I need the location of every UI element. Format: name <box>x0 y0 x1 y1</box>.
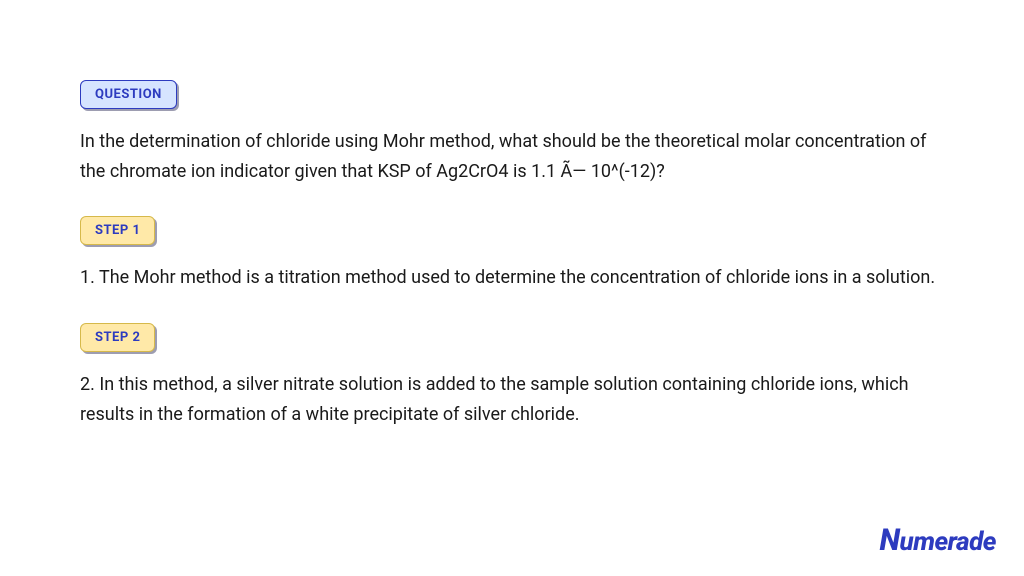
question-text: In the determination of chloride using M… <box>80 127 944 186</box>
step-1-badge: STEP 1 <box>80 216 155 245</box>
numerade-logo: umerade <box>880 523 996 558</box>
step-1-section: STEP 1 1. The Mohr method is a titration… <box>80 216 944 293</box>
step-1-text: 1. The Mohr method is a titration method… <box>80 263 944 293</box>
step-2-badge: STEP 2 <box>80 323 155 352</box>
step-2-text: 2. In this method, a silver nitrate solu… <box>80 370 944 429</box>
step-2-section: STEP 2 2. In this method, a silver nitra… <box>80 323 944 429</box>
question-badge: QUESTION <box>80 80 177 109</box>
question-section: QUESTION In the determination of chlorid… <box>80 80 944 186</box>
